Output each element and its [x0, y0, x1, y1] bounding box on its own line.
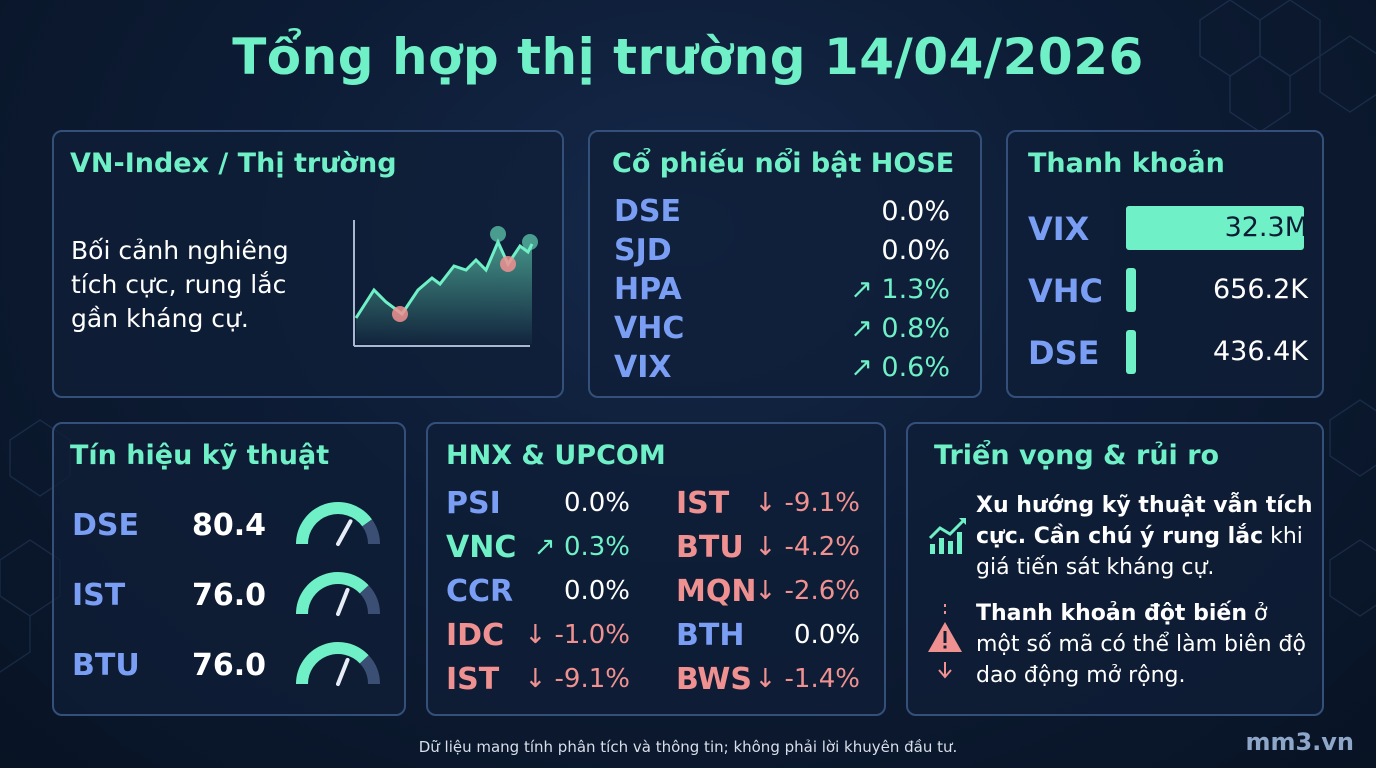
hose-symbol: VHC — [614, 311, 685, 346]
liquidity-value: 656.2K — [1212, 274, 1308, 305]
hnx-change: ↗ 0.3% — [533, 532, 630, 562]
hnx-change: 0.0% — [563, 576, 630, 606]
warning-icon — [928, 604, 962, 679]
hnx-symbol: IST — [676, 486, 730, 521]
hnx-change: 0.0% — [563, 488, 630, 518]
liquidity-row: VHC 656.2K — [1028, 268, 1308, 316]
outlook-card-title: Triển vọng & rủi ro — [934, 440, 1220, 471]
hnx-change: ↓ -9.1% — [754, 488, 861, 518]
outlook-card: Triển vọng & rủi ro Xu hướng kỹ thuật vẫ… — [906, 422, 1324, 716]
hnx-change: 0.0% — [793, 620, 860, 650]
liquidity-value: 436.4K — [1212, 336, 1308, 367]
technical-row: IST 76.0 — [72, 568, 392, 628]
hose-change: ↗ 1.3% — [850, 274, 950, 305]
hose-change: 0.0% — [881, 235, 950, 266]
hnx-row: BTU ↓ -4.2% — [676, 530, 860, 570]
hose-symbol: DSE — [614, 194, 682, 229]
outlook-item-liquidity-bold: Thanh khoản đột biến — [976, 601, 1247, 626]
hose-change: ↗ 0.6% — [850, 352, 950, 383]
hnx-symbol: BWS — [676, 662, 752, 697]
vnindex-mini-chart — [353, 220, 538, 347]
hose-row: DSE 0.0% — [614, 194, 950, 232]
hnx-change: ↓ -9.1% — [524, 664, 631, 694]
hnx-symbol: BTU — [676, 530, 744, 565]
vnindex-card-title: VN-Index / Thị trường — [70, 148, 397, 179]
liquidity-symbol: VHC — [1028, 272, 1104, 310]
last-point-marker — [522, 234, 538, 250]
vnindex-description: Bối cảnh nghiêng tích cực, rung lắc gần … — [71, 236, 289, 333]
hnx-symbol: MQN — [676, 574, 757, 609]
technical-score: 76.0 — [192, 578, 267, 613]
hnx-row: VNC ↗ 0.3% — [446, 530, 630, 570]
hose-row: VIX ↗ 0.6% — [614, 350, 950, 388]
hnx-change: ↓ -4.2% — [754, 532, 861, 562]
disclaimer-footer: Dữ liệu mang tính phân tích và thông tin… — [418, 738, 958, 756]
technical-row: DSE 80.4 — [72, 498, 392, 558]
liquidity-bar — [1126, 268, 1136, 312]
hose-symbol: HPA — [614, 272, 682, 307]
hnx-upcom-card: HNX & UPCOM PSI 0.0% VNC ↗ 0.3% CCR 0.0% IDC ↓ … — [426, 422, 886, 716]
technical-symbol: DSE — [72, 508, 140, 543]
outlook-item-liquidity: Thanh khoản đột biến ở một số mã có thể … — [976, 598, 1316, 691]
hose-symbol: SJD — [614, 233, 672, 268]
vnindex-card: VN-Index / Thị trường Bối cảnh nghiêng t… — [52, 130, 564, 398]
hose-row: SJD 0.0% — [614, 233, 950, 271]
hnx-row: BTH 0.0% — [676, 618, 860, 658]
hnx-symbol: BTH — [676, 618, 745, 653]
hnx-row: BWS ↓ -1.4% — [676, 662, 860, 702]
hnx-row: IST ↓ -9.1% — [676, 486, 860, 526]
technical-card: Tín hiệu kỹ thuật DSE 80.4 IST 76.0 BTU … — [52, 422, 406, 716]
hnx-row: MQN ↓ -2.6% — [676, 574, 860, 614]
outlook-item-trend-bold: Xu hướng kỹ thuật vẫn tích cực. Cần chú … — [976, 493, 1313, 549]
outlook-item-trend: Xu hướng kỹ thuật vẫn tích cực. Cần chú … — [976, 490, 1316, 583]
liquidity-symbol: DSE — [1028, 334, 1100, 372]
hnx-row: CCR 0.0% — [446, 574, 630, 614]
liquidity-symbol: VIX — [1028, 210, 1090, 248]
hnx-change: ↓ -1.0% — [524, 620, 631, 650]
trend-chart-icon — [928, 518, 966, 554]
hnx-row: PSI 0.0% — [446, 486, 630, 526]
hnx-change: ↓ -2.6% — [754, 576, 861, 606]
hose-change: ↗ 0.8% — [850, 313, 950, 344]
hnx-row: IDC ↓ -1.0% — [446, 618, 630, 658]
technical-score: 80.4 — [192, 508, 267, 543]
gauge-icon — [296, 642, 380, 686]
liquidity-row: VIX 32.3M — [1028, 206, 1308, 254]
hnx-symbol: IST — [446, 662, 500, 697]
brand-logo-text: mm3.vn — [1245, 728, 1354, 756]
hnx-symbol: CCR — [446, 574, 514, 609]
hnx-upcom-card-title: HNX & UPCOM — [446, 440, 666, 471]
hose-card-title: Cổ phiếu nổi bật HOSE — [612, 148, 955, 179]
high-point-marker — [490, 226, 506, 242]
technical-row: BTU 76.0 — [72, 638, 392, 698]
hose-row: HPA ↗ 1.3% — [614, 272, 950, 310]
liquidity-card-title: Thanh khoản — [1028, 148, 1225, 179]
technical-card-title: Tín hiệu kỹ thuật — [70, 440, 330, 471]
technical-symbol: BTU — [72, 648, 140, 683]
liquidity-value: 32.3M — [1224, 212, 1308, 243]
technical-symbol: IST — [72, 578, 126, 613]
low-point-marker — [392, 306, 408, 322]
hnx-symbol: VNC — [446, 530, 517, 565]
hose-change: 0.0% — [881, 196, 950, 227]
liquidity-bar — [1126, 330, 1136, 374]
liquidity-row: DSE 436.4K — [1028, 330, 1308, 378]
hnx-change: ↓ -1.4% — [754, 664, 861, 694]
hose-card: Cổ phiếu nổi bật HOSE DSE 0.0% SJD 0.0% … — [588, 130, 982, 398]
hnx-symbol: PSI — [446, 486, 501, 521]
gauge-icon — [296, 572, 380, 616]
page-title: Tổng hợp thị trường 14/04/2026 — [232, 28, 1144, 86]
outlook-item-trend-rest: khi giá tiến sát kháng cự. — [976, 524, 1303, 580]
hose-symbol: VIX — [614, 350, 672, 385]
technical-score: 76.0 — [192, 648, 267, 683]
gauge-icon — [296, 502, 380, 546]
dip-point-marker — [500, 256, 516, 272]
hnx-row: IST ↓ -9.1% — [446, 662, 630, 702]
outlook-item-liquidity-rest: ở một số mã có thể làm biên độ dao động … — [976, 601, 1306, 688]
hose-row: VHC ↗ 0.8% — [614, 311, 950, 349]
hnx-symbol: IDC — [446, 618, 505, 653]
liquidity-card: Thanh khoản VIX 32.3M VHC 656.2K DSE 436… — [1006, 130, 1324, 398]
liquidity-bar — [1126, 206, 1304, 250]
